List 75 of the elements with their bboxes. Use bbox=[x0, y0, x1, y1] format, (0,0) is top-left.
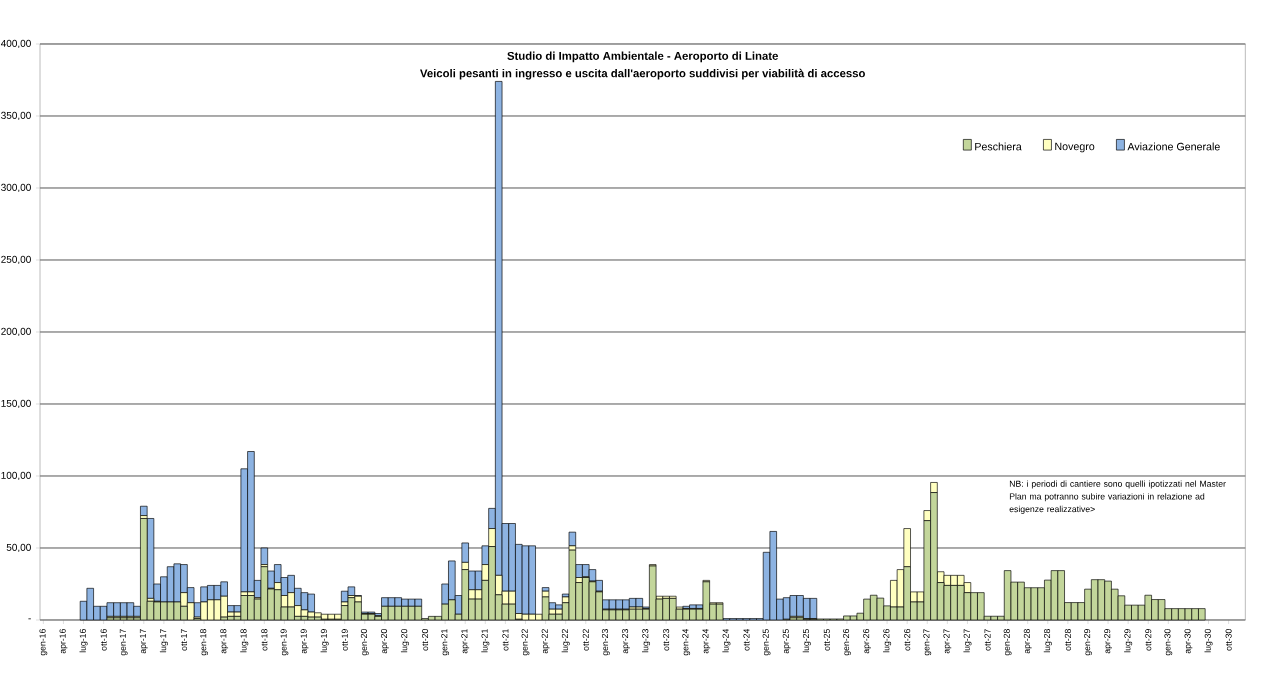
y-tick-label: 100,00 bbox=[1, 471, 31, 481]
x-tick-label: ott-25 bbox=[823, 629, 830, 651]
text: Studio di Impatto Ambientale - Aeroporto di Linate bbox=[507, 51, 778, 63]
x-tick-label: lug-18 bbox=[240, 629, 249, 653]
x-tick-label: apr-29 bbox=[1104, 629, 1112, 654]
x-tick-label: apr-30 bbox=[1184, 629, 1193, 654]
x-tick-label: ott-27 bbox=[984, 629, 991, 651]
y-tick-label: - bbox=[28, 618, 31, 620]
x-tick-label: ott-28 bbox=[1064, 629, 1071, 651]
x-tick-label: gen-21 bbox=[441, 629, 450, 656]
x-tick-label: lug-26 bbox=[883, 629, 892, 653]
x-tick-label: gen-22 bbox=[521, 629, 530, 656]
legend-label: Peschiera bbox=[975, 142, 1022, 151]
x-tick-label: apr-24 bbox=[702, 628, 711, 654]
x-tick-label: lug-20 bbox=[400, 629, 409, 653]
x-tick-label: lug-16 bbox=[79, 629, 88, 653]
y-tick-label: 200,00 bbox=[1, 327, 31, 337]
x-tick-label: ott-19 bbox=[341, 629, 348, 651]
legend-label: Aviazione Generale bbox=[1127, 142, 1220, 151]
x-tick-label: lug-25 bbox=[802, 629, 811, 653]
x-tick-label: lug-30 bbox=[1204, 629, 1213, 653]
x-tick-label: gen-16 bbox=[39, 629, 48, 656]
x-tick-label: ott-30 bbox=[1225, 629, 1232, 651]
y-tick-label: 350,00 bbox=[1, 111, 31, 121]
x-tick-label: gen-26 bbox=[842, 629, 851, 656]
x-tick-label: lug-24 bbox=[722, 628, 731, 653]
x-tick-label: lug-29 bbox=[1124, 629, 1133, 653]
x-tick-label: lug-27 bbox=[963, 629, 972, 653]
x-tick-label: lug-19 bbox=[320, 629, 329, 653]
x-tick-label: gen-20 bbox=[360, 629, 369, 656]
x-tick-label: lug-22 bbox=[561, 629, 570, 653]
x-tick-label: apr-27 bbox=[943, 629, 952, 654]
y-tick-label: 300,00 bbox=[1, 183, 31, 193]
x-tick-label: apr-28 bbox=[1023, 629, 1032, 654]
x-tick-label: apr-19 bbox=[300, 629, 309, 654]
x-tick-label: ott-26 bbox=[904, 629, 911, 651]
x-tick-label: gen-28 bbox=[1003, 629, 1012, 656]
legend-label: Novegro bbox=[1055, 142, 1095, 153]
text: Veicoli pesanti in ingresso e uscita dall'aeroporto suddivisi per viabilità di accesso bbox=[420, 68, 865, 80]
x-tick-label: apr-16 bbox=[59, 629, 68, 654]
x-tick-label: ott-16 bbox=[100, 629, 107, 651]
x-tick-label: apr-26 bbox=[863, 629, 871, 654]
x-tick-label: lug-28 bbox=[1043, 629, 1052, 653]
x-tick-label: gen-17 bbox=[119, 629, 128, 656]
x-tick-label: ott-21 bbox=[502, 629, 509, 651]
x-tick-label: gen-27 bbox=[923, 629, 932, 656]
x-tick-label: apr-22 bbox=[541, 629, 550, 654]
x-tick-label: apr-25 bbox=[782, 629, 791, 654]
x-tick-label: ott-17 bbox=[180, 629, 187, 651]
x-tick-label: apr-23 bbox=[622, 629, 630, 654]
x-tick-label: gen-18 bbox=[200, 629, 208, 656]
y-tick-label: 250,00 bbox=[1, 255, 31, 265]
y-tick-label: 400,00 bbox=[0, 39, 31, 49]
x-tick-label: ott-29 bbox=[1145, 629, 1152, 651]
x-tick-label: ott-20 bbox=[421, 629, 429, 651]
x-tick-label: lug-23 bbox=[641, 629, 651, 653]
x-tick-label: apr-21 bbox=[461, 629, 470, 654]
y-tick-label: 50,00 bbox=[6, 543, 31, 553]
x-tick-label: gen-24 bbox=[682, 628, 691, 656]
x-tick-label: gen-29 bbox=[1084, 629, 1092, 656]
x-tick-label: lug-21 bbox=[481, 629, 490, 653]
x-tick-label: gen-23 bbox=[601, 629, 610, 656]
x-tick-label: apr-20 bbox=[380, 629, 389, 654]
x-tick-label: ott-23 bbox=[663, 629, 670, 651]
x-tick-label: gen-30 bbox=[1164, 629, 1173, 656]
x-tick-label: apr-18 bbox=[220, 629, 229, 654]
y-tick-label: 150,00 bbox=[1, 399, 31, 409]
x-tick-label: ott-22 bbox=[582, 629, 589, 651]
annotation: NB: i periodi di cantiere sono quelli ipotizzati nel Master Plan ma potranno subire variazioni in relazione ad esigenze realizzative> bbox=[1009, 480, 1226, 514]
x-tick-label: lug-17 bbox=[159, 629, 168, 653]
x-tick-label: apr-17 bbox=[139, 629, 148, 654]
x-tick-label: ott-18 bbox=[261, 629, 268, 651]
x-tick-label: gen-19 bbox=[280, 629, 289, 656]
x-tick-label: ott-24 bbox=[743, 628, 750, 651]
x-tick-label: gen-25 bbox=[762, 629, 771, 656]
